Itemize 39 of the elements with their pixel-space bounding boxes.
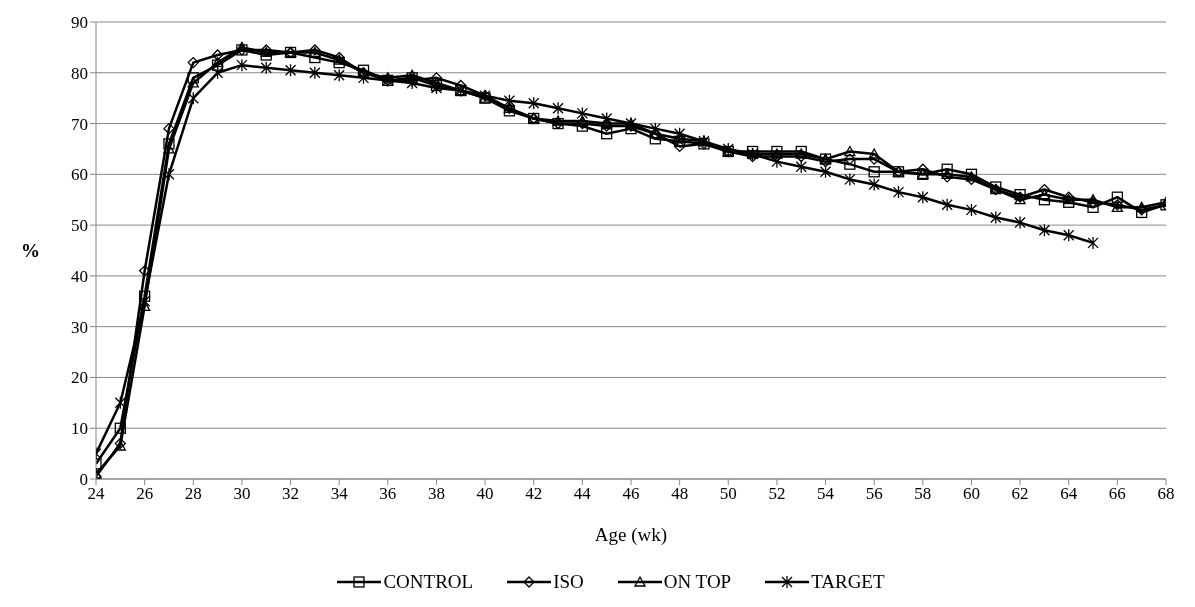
x-tick-label: 60 (962, 484, 980, 504)
y-axis-title: % (21, 240, 40, 262)
x-axis-title: Age (wk) (594, 524, 668, 546)
y-tick-label: 50 (71, 216, 88, 236)
x-tick-label: 38 (427, 484, 445, 504)
x-tick-label: 34 (330, 484, 349, 504)
x-tick-label: 46 (622, 484, 640, 504)
legend-label: TARGET (810, 571, 885, 593)
x-tick-label: 66 (1108, 484, 1126, 504)
x-tick-label: 42 (525, 484, 543, 504)
legend-label: CONTROL (382, 571, 474, 593)
y-tick-label: 80 (71, 63, 88, 83)
y-tick-label: 90 (71, 13, 88, 33)
y-tick-label: 70 (71, 114, 88, 134)
y-tick-label: 60 (71, 165, 88, 185)
legend-label: ISO (552, 571, 584, 593)
y-tick-label: 20 (71, 368, 88, 388)
x-tick-label: 62 (1011, 484, 1029, 504)
x-tick-label: 56 (865, 484, 883, 504)
legend-label: ON TOP (662, 571, 732, 593)
y-tick-label: 40 (71, 266, 88, 286)
x-tick-label: 28 (184, 484, 202, 504)
x-tick-label: 52 (768, 484, 786, 504)
x-tick-label: 32 (282, 484, 300, 504)
x-tick-label: 68 (1157, 484, 1175, 504)
y-tick-label: 0 (79, 470, 88, 490)
x-tick-label: 24 (87, 484, 105, 504)
x-tick-label: 30 (233, 484, 251, 504)
x-tick-label: 48 (671, 484, 689, 504)
x-tick-label: 26 (136, 484, 154, 504)
y-tick-label: 30 (71, 317, 88, 337)
x-tick-label: 36 (379, 484, 397, 504)
y-tick-label: 10 (71, 419, 88, 439)
x-tick-label: 50 (719, 484, 737, 504)
x-tick-label: 58 (914, 484, 932, 504)
x-tick-label: 40 (476, 484, 494, 504)
x-tick-label: 54 (817, 484, 835, 504)
x-tick-label: 44 (573, 484, 592, 504)
x-tick-label: 64 (1060, 484, 1078, 504)
